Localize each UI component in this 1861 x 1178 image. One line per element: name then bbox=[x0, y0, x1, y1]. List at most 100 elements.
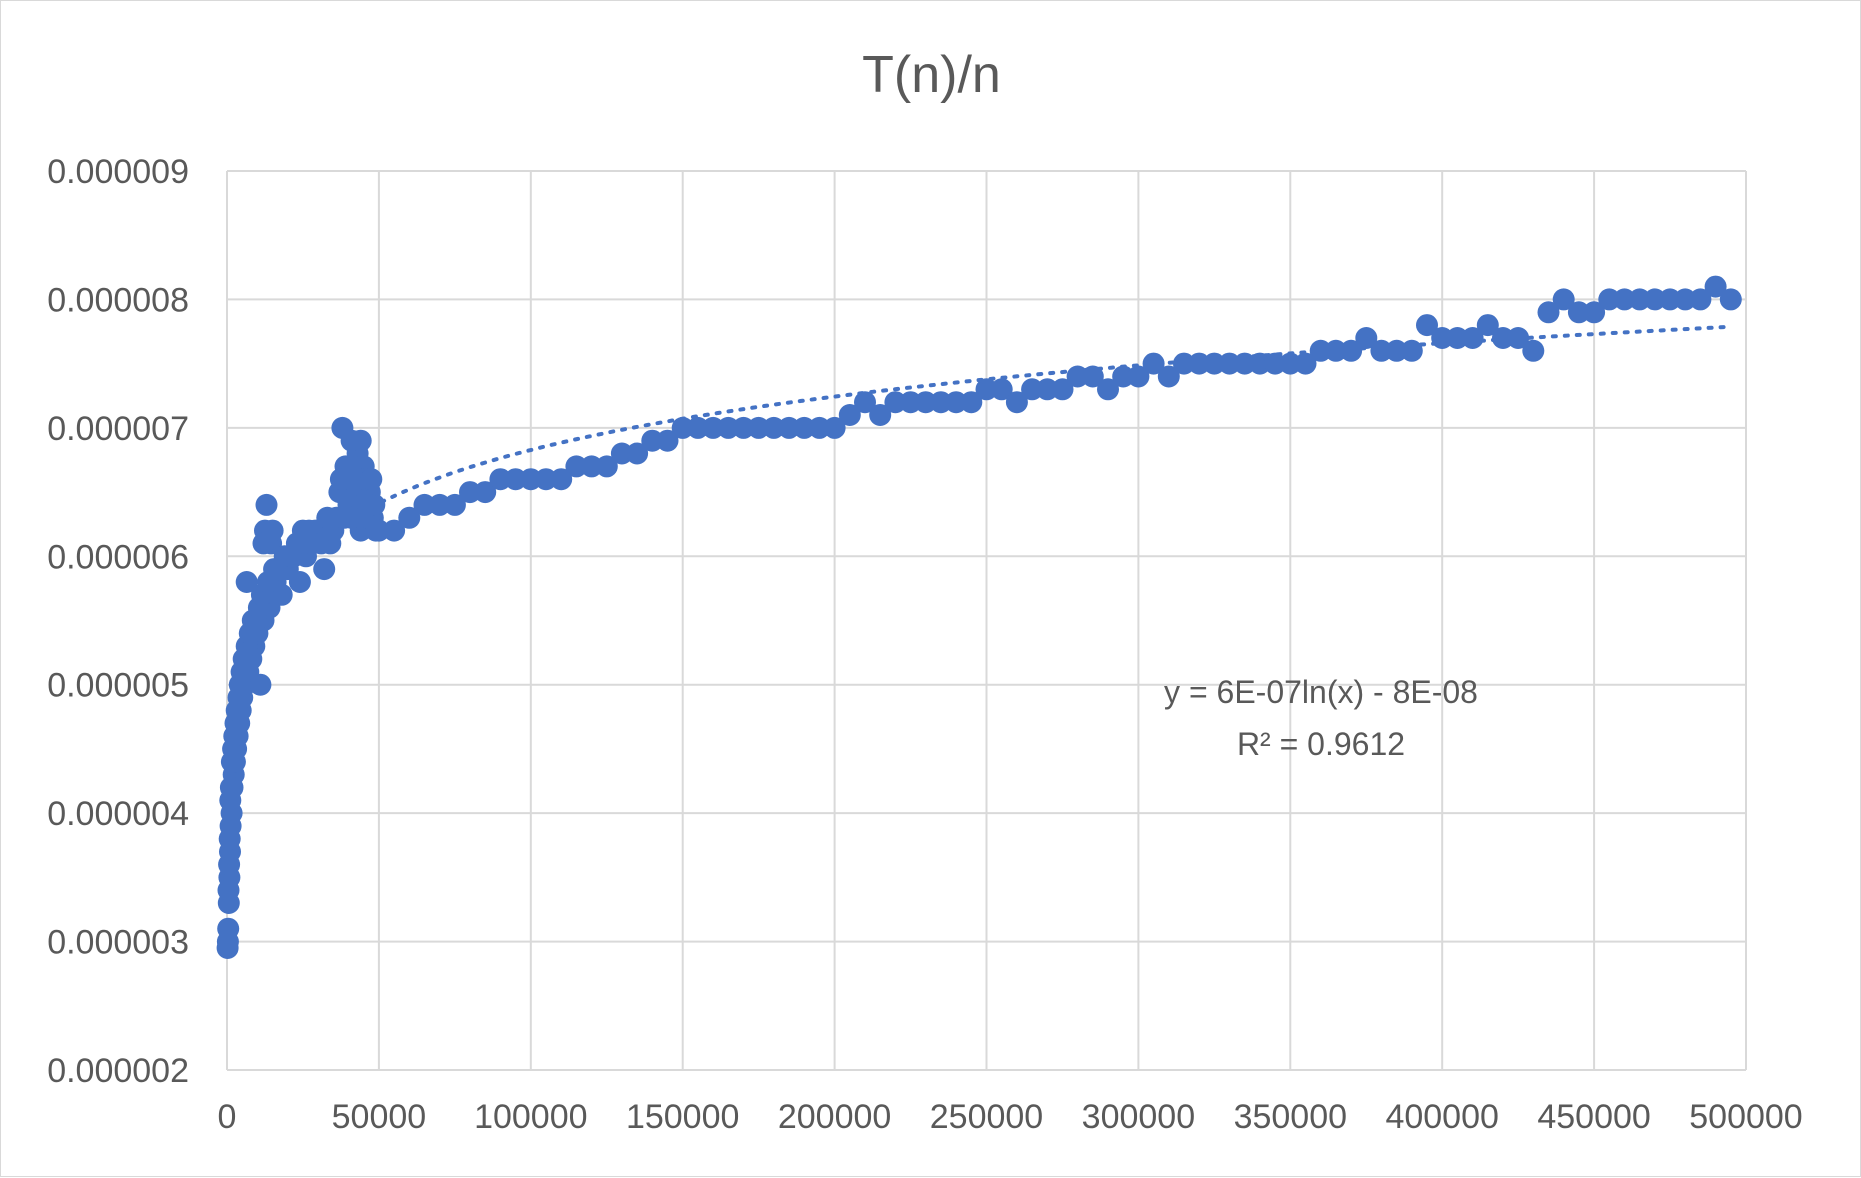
data-point bbox=[1598, 288, 1621, 311]
data-point bbox=[1400, 339, 1423, 362]
data-point bbox=[762, 416, 785, 439]
data-point bbox=[218, 827, 241, 850]
y-tick-label: 0.000007 bbox=[47, 410, 189, 448]
data-point bbox=[474, 481, 497, 504]
data-point bbox=[1112, 365, 1135, 388]
data-point bbox=[459, 481, 481, 504]
data-point bbox=[1507, 327, 1530, 349]
data-point bbox=[1583, 301, 1606, 324]
data-point bbox=[1613, 288, 1636, 311]
data-point bbox=[1157, 365, 1180, 388]
data-point bbox=[899, 391, 922, 414]
data-point bbox=[1689, 288, 1712, 311]
data-point bbox=[1370, 339, 1393, 362]
data-point bbox=[1248, 352, 1271, 375]
data-point bbox=[1431, 327, 1454, 349]
data-point bbox=[686, 416, 709, 439]
data-point bbox=[717, 416, 740, 439]
data-point bbox=[235, 571, 258, 593]
data-point bbox=[975, 378, 998, 401]
data-point bbox=[823, 416, 846, 439]
x-tick-label: 100000 bbox=[474, 1098, 587, 1136]
data-point bbox=[990, 378, 1013, 401]
data-point bbox=[580, 455, 603, 478]
data-point bbox=[565, 455, 588, 478]
data-point bbox=[945, 391, 968, 414]
data-point bbox=[360, 468, 383, 491]
data-point bbox=[413, 493, 436, 516]
y-tick-label: 0.000008 bbox=[47, 281, 189, 319]
data-point bbox=[535, 468, 557, 491]
data-point bbox=[626, 442, 649, 465]
data-point bbox=[1005, 391, 1028, 414]
data-point bbox=[1461, 327, 1484, 349]
data-point bbox=[808, 416, 831, 439]
data-point bbox=[595, 455, 618, 478]
data-point bbox=[255, 493, 278, 516]
data-point bbox=[1051, 378, 1074, 401]
data-point bbox=[216, 930, 239, 953]
data-point bbox=[838, 404, 861, 426]
data-point bbox=[1142, 352, 1165, 375]
data-point bbox=[1416, 314, 1438, 337]
data-point bbox=[671, 416, 694, 439]
data-point bbox=[1446, 327, 1469, 349]
data-point bbox=[1385, 339, 1408, 362]
data-point bbox=[428, 493, 451, 516]
trendline-equation: y = 6E-07ln(x) - 8E-08 bbox=[1164, 674, 1478, 710]
data-point bbox=[217, 879, 240, 902]
data-point bbox=[1522, 339, 1545, 362]
data-point bbox=[313, 558, 336, 581]
x-tick-label: 300000 bbox=[1082, 1098, 1195, 1136]
x-tick-label: 250000 bbox=[930, 1098, 1043, 1136]
data-point bbox=[1704, 275, 1727, 298]
data-point bbox=[218, 853, 241, 876]
data-point bbox=[1021, 378, 1044, 401]
data-point bbox=[443, 493, 466, 516]
trendline-label: y = 6E-07ln(x) - 8E-08 R² = 0.9612 bbox=[1121, 666, 1521, 770]
data-point bbox=[869, 404, 892, 426]
data-point bbox=[550, 468, 573, 491]
data-point bbox=[219, 776, 242, 799]
data-point bbox=[1324, 339, 1347, 362]
data-point bbox=[641, 429, 664, 452]
x-tick-label: 0 bbox=[218, 1098, 237, 1136]
data-point bbox=[1233, 352, 1256, 375]
data-point bbox=[656, 429, 679, 452]
data-point bbox=[1218, 352, 1241, 375]
data-point bbox=[288, 571, 311, 593]
trendline bbox=[225, 324, 1733, 914]
data-point bbox=[929, 391, 952, 414]
x-tick-label: 350000 bbox=[1234, 1098, 1347, 1136]
data-point bbox=[1492, 327, 1514, 349]
data-point bbox=[383, 519, 406, 542]
data-point bbox=[914, 391, 937, 414]
y-tick-label: 0.000009 bbox=[47, 153, 189, 191]
data-point bbox=[519, 468, 542, 491]
data-point bbox=[1066, 365, 1089, 388]
chart-title: T(n)/n bbox=[862, 46, 1001, 104]
data-point bbox=[702, 416, 725, 439]
y-tick-label: 0.000006 bbox=[47, 538, 189, 576]
data-point bbox=[1643, 288, 1666, 311]
x-tick-label: 450000 bbox=[1537, 1098, 1650, 1136]
data-point bbox=[854, 391, 876, 414]
data-point bbox=[261, 519, 284, 542]
x-tick-label: 150000 bbox=[626, 1098, 739, 1136]
trendline-r-squared: R² = 0.9612 bbox=[1236, 726, 1406, 762]
y-tick-label: 0.000005 bbox=[47, 667, 189, 705]
data-point bbox=[358, 493, 381, 516]
data-point bbox=[1127, 365, 1150, 388]
data-point bbox=[1203, 352, 1226, 375]
data-point bbox=[778, 416, 800, 439]
y-tick-label: 0.000004 bbox=[47, 795, 189, 833]
data-point bbox=[793, 416, 816, 439]
data-point bbox=[1279, 352, 1302, 375]
data-point bbox=[747, 416, 770, 439]
data-point bbox=[1036, 378, 1059, 401]
data-point bbox=[1476, 314, 1499, 337]
data-point bbox=[249, 673, 272, 696]
data-point bbox=[1294, 352, 1317, 375]
data-point bbox=[1659, 288, 1681, 311]
